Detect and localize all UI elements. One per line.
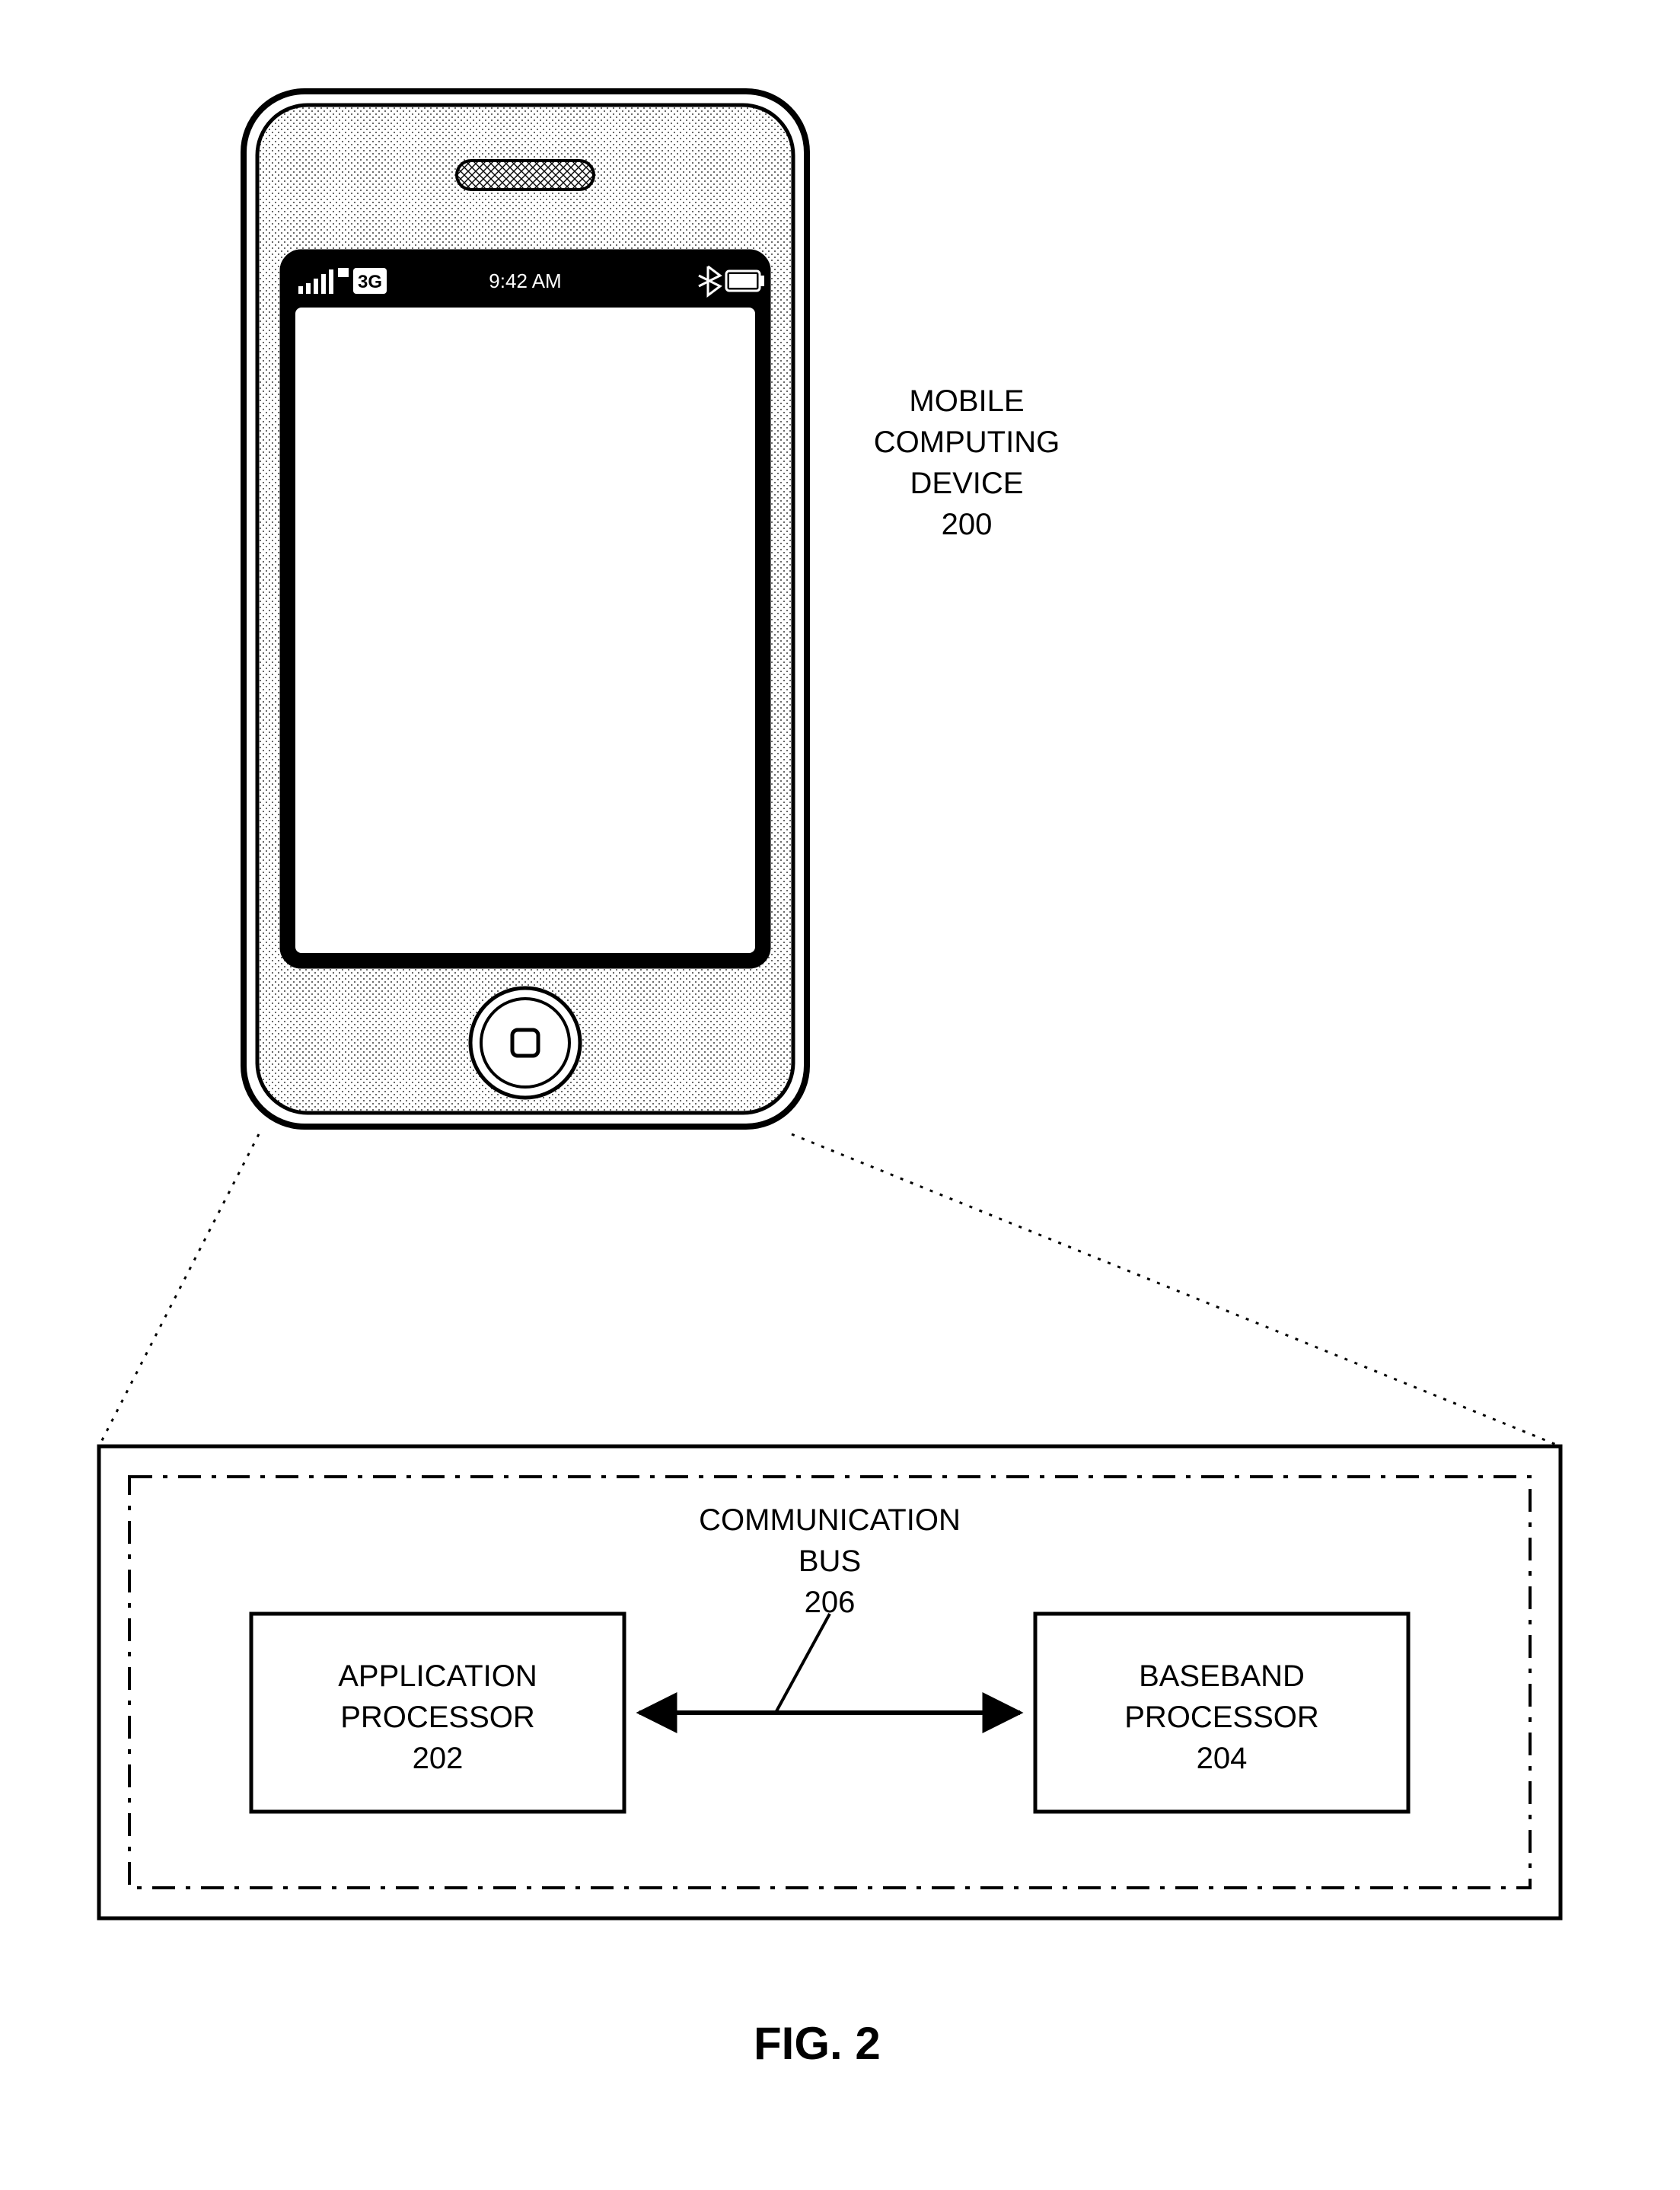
diagram-canvas: 3G 9:42 AM [0, 0, 1680, 2186]
bus-label: COMMUNICATION BUS 206 [677, 1500, 982, 1623]
phone-speaker [457, 161, 594, 190]
device-label-line2: COMPUTING [845, 422, 1089, 463]
block-a-line1: APPLICATION [251, 1656, 624, 1697]
device-label-ref: 200 [845, 504, 1089, 545]
bus-label-line1: COMMUNICATION [677, 1500, 982, 1541]
block-a-line2: PROCESSOR [251, 1697, 624, 1738]
block-b-line1: BASEBAND [1035, 1656, 1408, 1697]
projection-line-right [792, 1134, 1560, 1446]
device-label-line3: DEVICE [845, 463, 1089, 504]
block-b-label: BASEBAND PROCESSOR 204 [1035, 1656, 1408, 1779]
phone-screen [295, 308, 755, 953]
projection-line-left [99, 1134, 259, 1446]
status-time: 9:42 AM [489, 269, 561, 292]
block-b-ref: 204 [1035, 1738, 1408, 1779]
bus-label-ref: 206 [677, 1582, 982, 1623]
phone-device: 3G 9:42 AM [244, 91, 807, 1127]
block-b-line2: PROCESSOR [1035, 1697, 1408, 1738]
device-label: MOBILE COMPUTING DEVICE 200 [845, 381, 1089, 545]
home-button [470, 988, 580, 1098]
figure-label: FIG. 2 [754, 2017, 881, 2070]
block-a-ref: 202 [251, 1738, 624, 1779]
bus-label-line2: BUS [677, 1541, 982, 1582]
network-badge: 3G [353, 268, 387, 294]
block-a-label: APPLICATION PROCESSOR 202 [251, 1656, 624, 1779]
device-label-line1: MOBILE [845, 381, 1089, 422]
svg-text:3G: 3G [358, 272, 382, 292]
